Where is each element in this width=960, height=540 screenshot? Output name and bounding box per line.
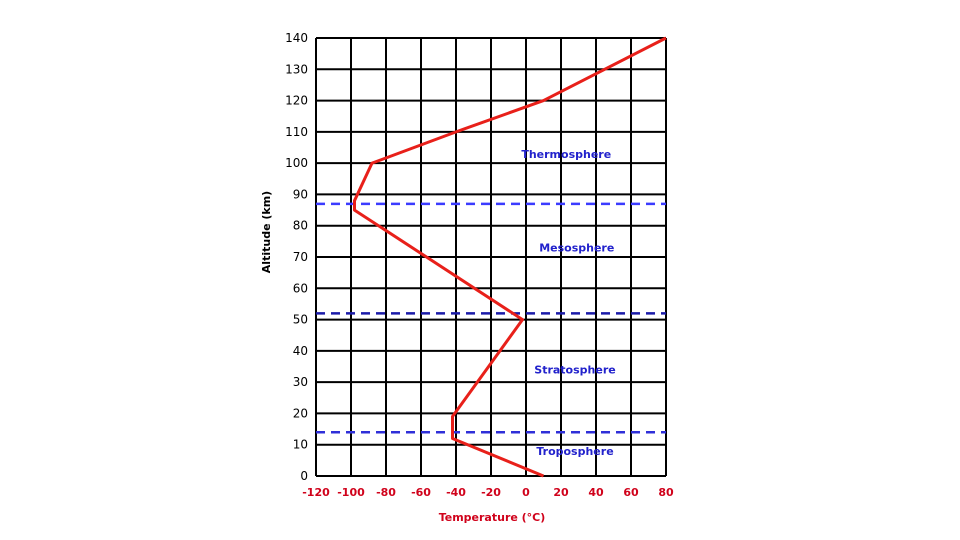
layer-label: Stratosphere	[534, 364, 615, 377]
y-tick-label: 130	[285, 62, 308, 76]
y-tick-label: 0	[300, 469, 308, 483]
y-tick-label: 80	[293, 219, 308, 233]
y-tick-label: 10	[293, 438, 308, 452]
layer-labels: Thermosphere Mesosphere Stratosphere Tropos…	[521, 148, 615, 458]
layer-label: Troposphere	[536, 445, 613, 458]
temperature-profile-line	[353, 36, 667, 478]
y-axis-tick-labels: 0 10 20 30 40 50 60 70 80 90 100 110 120 130 140	[285, 31, 308, 483]
x-tick-label: 40	[588, 486, 604, 499]
x-tick-label: -100	[337, 486, 365, 499]
y-axis-label: Altitude (km)	[260, 191, 273, 273]
x-tick-label: -80	[376, 486, 396, 499]
x-tick-label: -120	[302, 486, 330, 499]
layer-label: Thermosphere	[521, 148, 611, 161]
x-tick-label: 20	[553, 486, 569, 499]
x-tick-label: 60	[623, 486, 639, 499]
y-tick-label: 140	[285, 31, 308, 45]
x-tick-label: 80	[658, 486, 674, 499]
y-tick-label: 100	[285, 156, 308, 170]
layer-boundary-lines	[316, 202, 666, 434]
y-tick-label: 90	[293, 187, 308, 201]
y-tick-label: 50	[293, 313, 308, 327]
x-tick-label: -40	[446, 486, 466, 499]
x-axis-tick-labels: -120 -100 -80 -60 -40 -20 0 20 40 60 80	[302, 486, 674, 499]
y-tick-label: 60	[293, 281, 308, 295]
x-tick-label: -20	[481, 486, 501, 499]
grid-lines	[315, 37, 667, 477]
y-tick-label: 120	[285, 94, 308, 108]
y-tick-label: 110	[285, 125, 308, 139]
y-tick-label: 30	[293, 375, 308, 389]
y-tick-label: 20	[293, 406, 308, 420]
x-tick-label: -60	[411, 486, 431, 499]
x-axis-label: Temperature (°C)	[439, 511, 546, 524]
y-tick-label: 70	[293, 250, 308, 264]
x-tick-label: 0	[522, 486, 530, 499]
y-tick-label: 40	[293, 344, 308, 358]
temperature-profile-series	[353, 36, 667, 478]
layer-label: Mesosphere	[539, 242, 614, 255]
